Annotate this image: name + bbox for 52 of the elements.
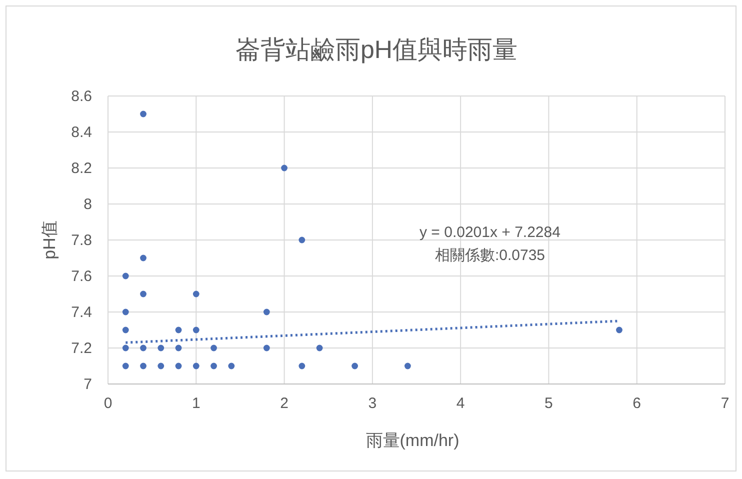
x-tick-label: 4	[456, 395, 465, 412]
point	[140, 110, 146, 118]
point	[263, 308, 270, 316]
point	[298, 236, 306, 244]
point	[175, 344, 182, 352]
point	[140, 254, 146, 262]
point	[175, 326, 182, 334]
point	[616, 326, 622, 334]
point	[210, 362, 217, 370]
point	[192, 362, 200, 370]
point	[140, 344, 146, 352]
point	[316, 344, 323, 352]
point	[192, 326, 200, 334]
y-tick-label: 7.6	[71, 268, 92, 285]
point	[122, 326, 129, 334]
x-tick-label: 6	[632, 395, 642, 412]
point	[281, 164, 288, 172]
y-tick-label: 8.4	[71, 124, 92, 141]
point	[158, 362, 164, 370]
y-tick-label: 8	[84, 196, 92, 213]
annotation: y = 0.0201x + 7.2284	[420, 224, 560, 241]
point	[192, 290, 200, 298]
y-tick-label: 8.2	[71, 160, 92, 177]
point	[210, 344, 217, 352]
chart-title: 崙背站鹼雨pH值與時雨量	[236, 36, 518, 64]
x-tick-label: 0	[104, 395, 112, 412]
point	[263, 344, 270, 352]
point	[140, 362, 146, 370]
point	[158, 344, 164, 352]
x-axis-title: 雨量(mm/hr)	[366, 431, 460, 450]
x-tick-label: 3	[368, 395, 377, 412]
y-axis-title: pH值	[40, 220, 59, 260]
point	[228, 362, 235, 370]
annotation: 相關係數:0.0735	[434, 247, 546, 264]
point	[404, 362, 411, 370]
x-tick-label: 1	[192, 395, 200, 412]
point	[175, 362, 182, 370]
x-tick-label: 7	[720, 395, 730, 412]
y-tick-label: 7.8	[71, 232, 92, 249]
x-tick-label: 2	[280, 395, 288, 412]
point	[122, 272, 129, 280]
point	[298, 362, 306, 370]
point	[122, 308, 129, 316]
x-tick-label: 5	[544, 395, 553, 412]
point	[122, 362, 129, 370]
y-tick-label: 7.4	[71, 304, 92, 321]
point	[352, 362, 358, 370]
y-tick-label: 7.2	[71, 340, 92, 357]
y-tick-label: 7	[84, 376, 92, 393]
point	[140, 290, 146, 298]
y-tick-label: 8.6	[71, 88, 92, 105]
point	[122, 344, 129, 352]
